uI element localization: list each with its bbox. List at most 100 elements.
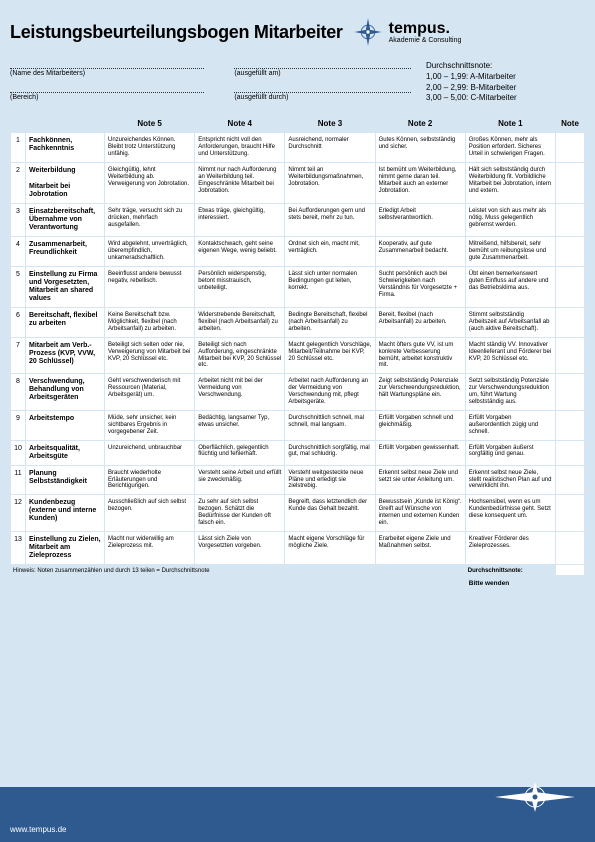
note-input-cell[interactable] bbox=[556, 308, 584, 337]
cell-note2: Bewusstsein „Kunde ist König“. Greift au… bbox=[376, 495, 465, 531]
note-input-cell[interactable] bbox=[556, 163, 584, 203]
row-number: 4 bbox=[11, 237, 25, 266]
note-input-cell[interactable] bbox=[556, 204, 584, 236]
filled-by-label: (ausgefüllt durch) bbox=[234, 94, 411, 101]
grade-c: 3,00 – 5,00: C-Mitarbeiter bbox=[426, 93, 585, 104]
cell-note4: Kontaktschwach, geht seine eigenen Wege,… bbox=[195, 237, 284, 266]
cell-note3: Macht eigene Vorschläge für mögliche Zie… bbox=[285, 532, 374, 564]
row-heading: Einstellung zu Firma und Vorgesetzten, M… bbox=[26, 267, 104, 307]
cell-note2: Erkennt selbst neue Ziele und setzt sie … bbox=[376, 466, 465, 495]
cell-note3: Nimmt teil an Weiterbildungsmaßnahmen, J… bbox=[285, 163, 374, 203]
table-row: 11Planung SelbstständigkeitBraucht wiede… bbox=[11, 466, 584, 495]
cell-note1: Mitreißend, hilfsbereit, sehr bemüht um … bbox=[466, 237, 555, 266]
page-footer: www.tempus.de bbox=[0, 787, 595, 842]
evaluation-table: Note 5 Note 4 Note 3 Note 2 Note 1 Note … bbox=[10, 114, 585, 592]
cell-note3: Begreift, dass letztendlich der Kunde da… bbox=[285, 495, 374, 531]
row-number: 11 bbox=[11, 466, 25, 495]
filled-by-field[interactable] bbox=[234, 85, 411, 93]
turn-row: Bitte wenden bbox=[11, 576, 584, 591]
cell-note3: Durchschnittlich schnell, mal schnell, m… bbox=[285, 411, 374, 440]
cell-note2: Gutes Können, selbstständig und sicher. bbox=[376, 133, 465, 162]
cell-note3: Arbeitet nach Aufforderung an der Vermei… bbox=[285, 374, 374, 410]
footer-url: www.tempus.de bbox=[10, 825, 66, 834]
cell-note4: Nimmt nur nach Aufforderung an Weiterbil… bbox=[195, 163, 284, 203]
cell-note2: Kooperativ, auf gute Zusammenarbeit beda… bbox=[376, 237, 465, 266]
cell-note5: Gleichgültig, lehnt Weiterbildung ab. Ve… bbox=[105, 163, 194, 203]
division-field[interactable] bbox=[10, 85, 204, 93]
cell-note3: Bedingte Bereitschaft, flexibel (nach Ar… bbox=[285, 308, 374, 337]
row-number: 10 bbox=[11, 441, 25, 465]
col-note2: Note 2 bbox=[376, 115, 465, 132]
col-note3: Note 3 bbox=[285, 115, 374, 132]
cell-note2: Ist bemüht um Weiterbildung, nimmt gerne… bbox=[376, 163, 465, 203]
brand-sub: Akademie & Consulting bbox=[389, 37, 462, 44]
brand-name: tempus. bbox=[389, 21, 462, 37]
table-row: 12Kundenbezug (externe und interne Kunde… bbox=[11, 495, 584, 531]
note-input-cell[interactable] bbox=[556, 267, 584, 307]
cell-note1: Übt einen bemerkenswert guten Einfluss a… bbox=[466, 267, 555, 307]
cell-note5: Beeinflusst andere bewusst negativ, rebe… bbox=[105, 267, 194, 307]
table-row: 7Mitarbeit am Verb.-Prozess (KVP, VVW, 2… bbox=[11, 338, 584, 374]
row-heading: Verschwendung, Behandlung von Arbeitsger… bbox=[26, 374, 104, 410]
note-input-cell[interactable] bbox=[556, 466, 584, 495]
row-number: 2 bbox=[11, 163, 25, 203]
page-title: Leistungsbeurteilungsbogen Mitarbeiter bbox=[10, 22, 343, 43]
note-input-cell[interactable] bbox=[556, 411, 584, 440]
cell-note1: Leistet von sich aus mehr als nötig. Mus… bbox=[466, 204, 555, 236]
cell-note2: Erfüllt Vorgaben gewissenhaft. bbox=[376, 441, 465, 465]
col-note5: Note 5 bbox=[105, 115, 194, 132]
cell-note4: Bedächtig, langsamer Typ, etwas unsicher… bbox=[195, 411, 284, 440]
cell-note5: Keine Bereitschaft bzw. Möglichkeit, fle… bbox=[105, 308, 194, 337]
cell-note5: Geht verschwenderisch mit Ressourcen (Ma… bbox=[105, 374, 194, 410]
division-label: (Bereich) bbox=[10, 94, 204, 101]
cell-note2: Erfüllt Vorgaben schnell und gleichmäßig… bbox=[376, 411, 465, 440]
grade-legend: Durchschnittsnote: 1,00 – 1,99: A-Mitarb… bbox=[426, 61, 585, 104]
cell-note2: Bereit, flexibel (nach Arbeitsanfall) zu… bbox=[376, 308, 465, 337]
cell-note4: Zu sehr auf sich selbst bezogen. Schätzt… bbox=[195, 495, 284, 531]
grade-title: Durchschnittsnote: bbox=[426, 61, 585, 72]
table-row: 5Einstellung zu Firma und Vorgesetzten, … bbox=[11, 267, 584, 307]
note-input-cell[interactable] bbox=[556, 495, 584, 531]
row-number: 12 bbox=[11, 495, 25, 531]
row-number: 9 bbox=[11, 411, 25, 440]
table-row: 4Zusammenarbeit, FreundlichkeitWird abge… bbox=[11, 237, 584, 266]
note-input-cell[interactable] bbox=[556, 338, 584, 374]
row-heading: Einstellung zu Zielen, Mitarbeit am Ziel… bbox=[26, 532, 104, 564]
cell-note2: Sucht persönlich auch bei Schwierigkeite… bbox=[376, 267, 465, 307]
cell-note4: Arbeitet nicht mit bei der Vermeidung vo… bbox=[195, 374, 284, 410]
cell-note5: Sehr träge, versucht sich zu drücken, me… bbox=[105, 204, 194, 236]
hint-text: Hinweis: Noten zusammenzählen und durch … bbox=[11, 565, 465, 575]
cell-note3: Durchschnittlich sorgfältig, mal gut, ma… bbox=[285, 441, 374, 465]
row-number: 3 bbox=[11, 204, 25, 236]
note-input-cell[interactable] bbox=[556, 237, 584, 266]
average-value-cell[interactable] bbox=[556, 565, 584, 575]
row-number: 1 bbox=[11, 133, 25, 162]
table-row: 10Arbeitsqualität, ArbeitsgüteUnzureiche… bbox=[11, 441, 584, 465]
note-input-cell[interactable] bbox=[556, 374, 584, 410]
table-row: 2Weiterbildung Mitarbeit bei Jobrotation… bbox=[11, 163, 584, 203]
table-row: 8Verschwendung, Behandlung von Arbeitsge… bbox=[11, 374, 584, 410]
cell-note3: Ordnet sich ein, macht mit, verträglich. bbox=[285, 237, 374, 266]
cell-note1: Erfüllt Vorgaben äußerst sorgfältig und … bbox=[466, 441, 555, 465]
cell-note3: Macht gelegentlich Vorschläge, Mitarbeit… bbox=[285, 338, 374, 374]
compass-icon bbox=[351, 15, 385, 49]
table-header-row: Note 5 Note 4 Note 3 Note 2 Note 1 Note bbox=[11, 115, 584, 132]
grade-b: 2,00 – 2,99: B-Mitarbeiter bbox=[426, 83, 585, 94]
note-input-cell[interactable] bbox=[556, 532, 584, 564]
employee-name-field[interactable] bbox=[10, 61, 204, 69]
note-input-cell[interactable] bbox=[556, 441, 584, 465]
row-heading: Fachkönnen, Fachkenntnis bbox=[26, 133, 104, 162]
row-heading: Kundenbezug (externe und interne Kunden) bbox=[26, 495, 104, 531]
table-row: 13Einstellung zu Zielen, Mitarbeit am Zi… bbox=[11, 532, 584, 564]
cell-note4: Beteiligt sich nach Aufforderung, einges… bbox=[195, 338, 284, 374]
cell-note4: Entspricht nicht voll den Anforderungen,… bbox=[195, 133, 284, 162]
row-heading: Planung Selbstständigkeit bbox=[26, 466, 104, 495]
table-row: 9ArbeitstempoMüde, sehr unsicher, kein s… bbox=[11, 411, 584, 440]
filled-on-field[interactable] bbox=[234, 61, 411, 69]
employee-name-label: (Name des Mitarbeiters) bbox=[10, 70, 204, 77]
note-input-cell[interactable] bbox=[556, 133, 584, 162]
cell-note3: Bei Aufforderungen gern und stets bereit… bbox=[285, 204, 374, 236]
row-number: 13 bbox=[11, 532, 25, 564]
cell-note5: Müde, sehr unsicher, kein sichtbares Erg… bbox=[105, 411, 194, 440]
cell-note1: Kreativer Förderer des Zieleprozesses. bbox=[466, 532, 555, 564]
